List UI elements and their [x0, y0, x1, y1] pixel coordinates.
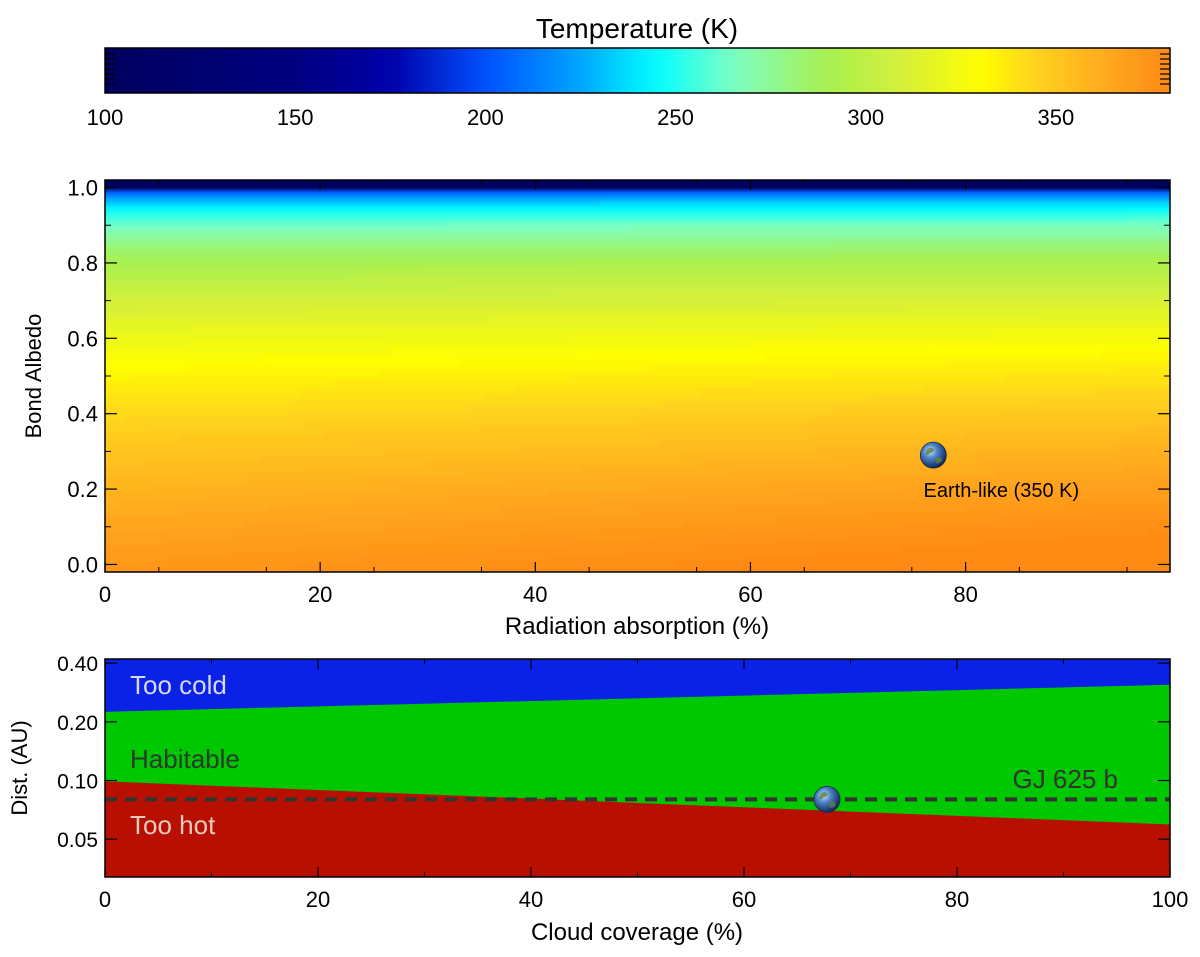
zone-xtick-label: 80 — [945, 887, 969, 912]
zone-xlabel: Cloud coverage (%) — [531, 919, 743, 946]
zone-ytick-label: 0.10 — [57, 771, 98, 794]
colorbar-tick-label: 300 — [847, 105, 884, 130]
too-cold-label: Too cold — [130, 670, 227, 700]
zone-xtick-label: 100 — [1152, 887, 1189, 912]
heatmap-xlabel: Radiation absorption (%) — [505, 613, 769, 640]
too-hot-region — [105, 781, 1170, 877]
heatmap-xtick-label: 80 — [953, 582, 977, 607]
earth-land-shape — [819, 792, 837, 808]
gj625b-earth-marker — [813, 786, 841, 813]
zone-ticks: 0 20 40 60 80 100 0.05 0.10 0.20 0.40 — [57, 653, 1188, 912]
zone-xtick-label: 60 — [732, 887, 756, 912]
heatmap-ytick-label: 0.6 — [67, 326, 98, 351]
earth-like-marker — [919, 441, 947, 469]
zone-ytick-label: 0.40 — [57, 653, 98, 676]
earth-globe-icon — [919, 441, 947, 469]
albedo-heatmap: 0 20 40 60 80 0.0 0.2 0.4 0.6 0.8 1.0 Radiation ab… — [21, 176, 1171, 640]
colorbar-title: Temperature (K) — [536, 13, 738, 44]
colorbar: Temperature (K) 100 150 200 250 300 350 — [87, 13, 1171, 130]
zone-ytick-label: 0.20 — [57, 712, 98, 735]
heatmap-ytick-label: 1.0 — [67, 176, 98, 201]
heatmap-ytick-label: 0.8 — [67, 251, 98, 276]
colorbar-gradient — [104, 47, 1171, 94]
colorbar-tick-label: 100 — [87, 105, 124, 130]
zone-xtick-label: 40 — [519, 887, 543, 912]
temperature-heatmap-image — [105, 180, 1170, 572]
earth-globe-icon — [813, 786, 841, 813]
zone-ytick-label: 0.05 — [57, 829, 98, 852]
heatmap-ytick-label: 0.2 — [67, 477, 98, 502]
heatmap-xtick-label: 20 — [308, 582, 332, 607]
colorbar-tick-label: 200 — [467, 105, 504, 130]
heatmap-ytick-label: 0.0 — [67, 552, 98, 577]
habitable-zone-chart: Too cold Habitable Too hot GJ 625 b 0 20 4… — [7, 653, 1188, 946]
heatmap-ticks: 0 20 40 60 80 0.0 0.2 0.4 0.6 0.8 1.0 — [67, 176, 1170, 607]
heatmap-ytick-label: 0.4 — [67, 402, 98, 427]
gj625b-label: GJ 625 b — [1012, 764, 1118, 794]
too-hot-label: Too hot — [130, 810, 216, 840]
zone-xtick-label: 0 — [99, 887, 111, 912]
zone-ylabel: Dist. (AU) — [7, 720, 32, 815]
earth-like-label: Earth-like (350 K) — [924, 480, 1080, 502]
heatmap-xtick-label: 40 — [523, 582, 547, 607]
zone-xtick-label: 20 — [306, 887, 330, 912]
heatmap-xtick-label: 60 — [738, 582, 762, 607]
habitable-label: Habitable — [130, 744, 240, 774]
colorbar-tick-label: 250 — [657, 105, 694, 130]
colorbar-tick-label: 150 — [277, 105, 314, 130]
colorbar-tick-label: 350 — [1038, 105, 1075, 130]
colorbar-ticks: 100 150 200 250 300 350 — [87, 53, 1170, 130]
heatmap-ylabel: Bond Albedo — [21, 314, 46, 439]
earth-land-shape — [925, 447, 943, 464]
heatmap-xtick-label: 0 — [99, 582, 111, 607]
